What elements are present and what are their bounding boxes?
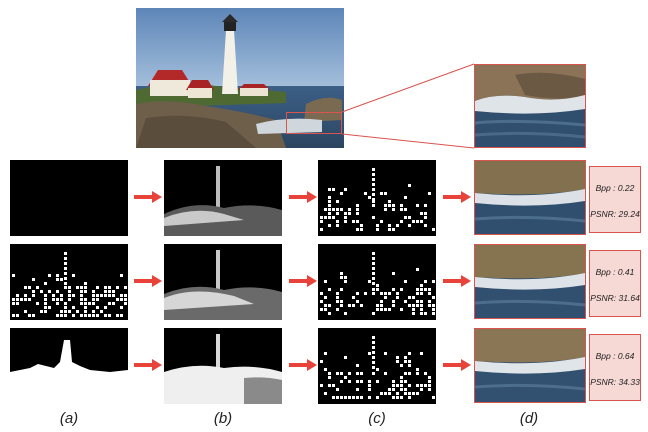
metric-box-row1: Bpp : 0.22 PSNR: 29.24	[589, 166, 641, 233]
psnr-label: PSNR: 31.64	[590, 293, 640, 303]
mask-a-row1	[10, 160, 128, 236]
arrow-a-b-row1	[134, 191, 162, 203]
mask-b-row3	[164, 328, 282, 404]
arrow-b-c-row2	[289, 275, 317, 287]
arrow-a-b-row2	[134, 275, 162, 287]
caption-c: (c)	[368, 410, 386, 427]
mask-c-row1	[318, 160, 436, 236]
caption-d: (d)	[519, 410, 539, 427]
zoomed-crop	[474, 64, 586, 148]
reconstruction-row2	[474, 244, 586, 319]
source-photo	[136, 8, 344, 148]
arrow-a-b-row3	[134, 359, 162, 371]
mask-a-row3	[10, 328, 128, 404]
mask-b-row2	[164, 244, 282, 320]
arrow-b-c-row3	[289, 359, 317, 371]
psnr-label: PSNR: 34.33	[590, 377, 640, 387]
reconstruction-row3	[474, 328, 586, 403]
crop-region-marker	[286, 112, 342, 134]
psnr-label: PSNR: 29.24	[590, 209, 640, 219]
caption-a: (a)	[59, 410, 79, 427]
arrow-c-d-row2	[443, 275, 471, 287]
mask-c-row2	[318, 244, 436, 320]
metric-box-row3: Bpp : 0.64 PSNR: 34.33	[589, 334, 641, 401]
bpp-label: Bpp : 0.41	[595, 267, 635, 277]
mask-b-row1	[164, 160, 282, 236]
arrow-c-d-row3	[443, 359, 471, 371]
mask-a-row2	[10, 244, 128, 320]
caption-b: (b)	[213, 410, 233, 427]
arrow-c-d-row1	[443, 191, 471, 203]
bpp-label: Bpp : 0.64	[595, 351, 635, 361]
reconstruction-row1	[474, 160, 586, 235]
bpp-label: Bpp : 0.22	[595, 183, 635, 193]
metric-box-row2: Bpp : 0.41 PSNR: 31.64	[589, 250, 641, 317]
arrow-b-c-row1	[289, 191, 317, 203]
mask-c-row3	[318, 328, 436, 404]
